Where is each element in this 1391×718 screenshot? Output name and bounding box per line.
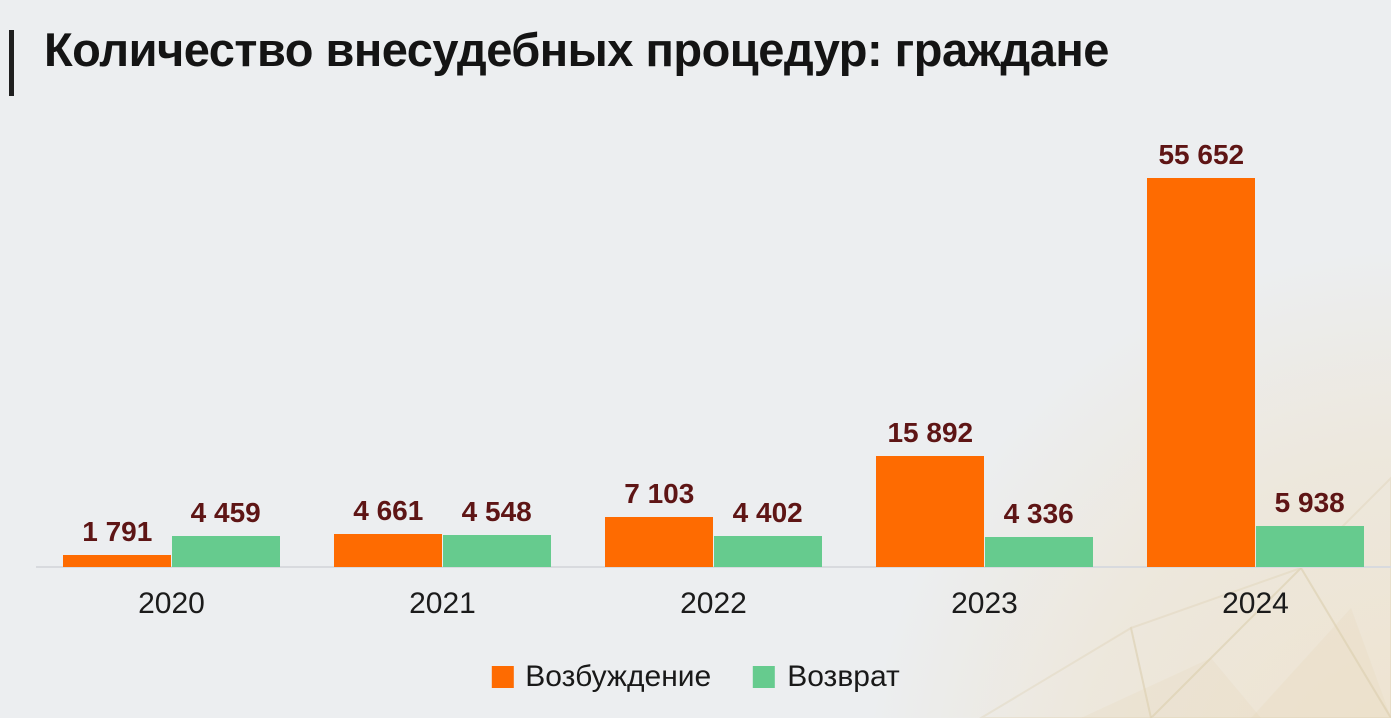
- x-tick-2021: 2021: [409, 587, 476, 620]
- page-title: Количество внесудебных процедур: граждан…: [44, 23, 1109, 76]
- bar-vozvrat-2021: [442, 535, 551, 567]
- bar-vozbuzhdenie-2022: [605, 517, 714, 567]
- bar-vozvrat-2020: [171, 535, 280, 567]
- value-label-vozvrat-2020: 4 459: [190, 496, 261, 528]
- title-accent-bar: [9, 30, 14, 96]
- legend-swatch-vozvrat-icon: [753, 666, 776, 688]
- bar-vozbuzhdenie-2023: [876, 456, 985, 567]
- value-label-vozbuzhdenie-2024: 55 652: [1158, 139, 1245, 171]
- x-axis-tick-labels: 2020 2021 2022 2023 2024: [36, 589, 1391, 621]
- bar-chart-plot-area: 1 791 4 459 4 661 4 548 7 103 4 402 15 892 4 33…: [36, 120, 1391, 567]
- bar-vozvrat-2023: [984, 536, 1093, 567]
- x-tick-2020: 2020: [138, 587, 205, 620]
- value-label-vozvrat-2021: 4 548: [461, 496, 532, 528]
- bar-vozvrat-2024: [1255, 525, 1364, 567]
- x-tick-2023: 2023: [951, 587, 1018, 620]
- value-label-vozvrat-2022: 4 402: [732, 497, 803, 529]
- value-label-vozvrat-2024: 5 938: [1274, 486, 1345, 518]
- bar-vozbuzhdenie-2024: [1147, 178, 1256, 567]
- legend-swatch-vozbuzhdenie-icon: [491, 666, 514, 688]
- value-label-vozbuzhdenie-2020: 1 791: [82, 515, 153, 547]
- legend-item-vozbuzhdenie: Возбуждение: [491, 662, 711, 692]
- bar-vozvrat-2022: [713, 536, 822, 567]
- legend-item-vozvrat: Возврат: [753, 662, 900, 692]
- value-label-vozbuzhdenie-2022: 7 103: [624, 478, 695, 510]
- value-label-vozbuzhdenie-2021: 4 661: [353, 495, 424, 527]
- legend-label-vozvrat: Возврат: [787, 660, 900, 693]
- value-label-vozvrat-2023: 4 336: [1003, 497, 1074, 529]
- legend-label-vozbuzhdenie: Возбуждение: [525, 660, 712, 693]
- value-label-vozbuzhdenie-2023: 15 892: [887, 417, 974, 449]
- bar-vozbuzhdenie-2021: [334, 534, 443, 567]
- chart-legend: Возбуждение Возврат: [491, 662, 900, 692]
- x-axis-line: [36, 566, 1391, 568]
- x-tick-2022: 2022: [680, 587, 747, 620]
- bar-vozbuzhdenie-2020: [63, 554, 172, 567]
- x-tick-2024: 2024: [1222, 587, 1289, 620]
